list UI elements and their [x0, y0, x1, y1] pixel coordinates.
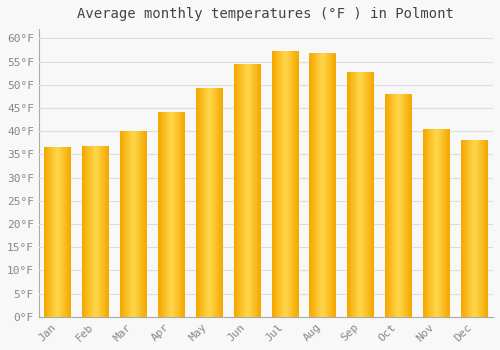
Title: Average monthly temperatures (°F ) in Polmont: Average monthly temperatures (°F ) in Po… [78, 7, 454, 21]
